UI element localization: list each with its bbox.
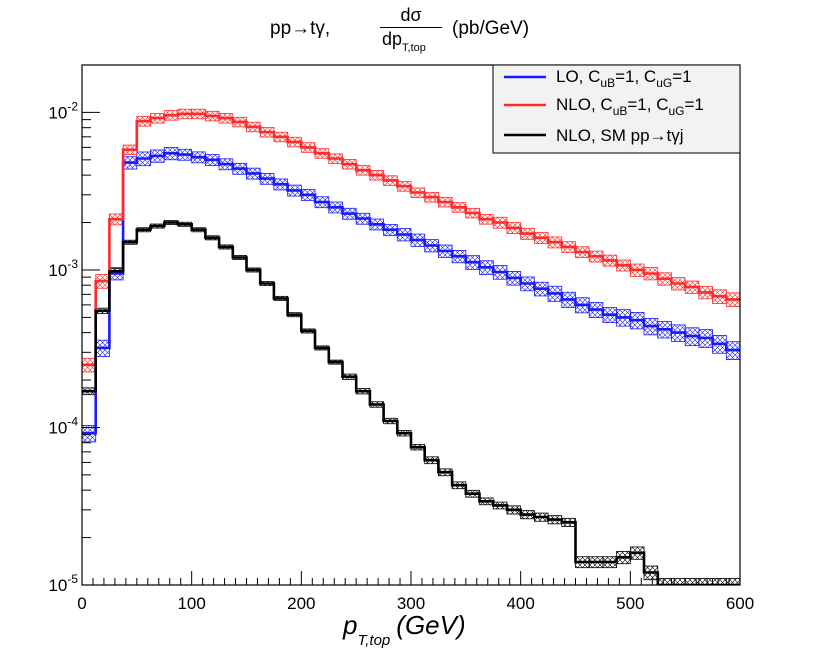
x-tick-label: 500 <box>616 594 644 613</box>
y-min-tick-label: 10-5 <box>48 572 78 595</box>
legend-nlo-label: NLO, CuB=1, CuG=1 <box>556 95 704 118</box>
sm-band-bin <box>671 578 686 585</box>
sm-band-bin <box>712 578 727 585</box>
x-tick-label: 200 <box>287 594 315 613</box>
title-units: (pb/GeV) <box>452 18 530 39</box>
x-tick-label: 300 <box>397 594 425 613</box>
title-process: pp→tγ, <box>270 18 331 39</box>
sm-series-line <box>82 221 740 585</box>
x-axis-label-sub: T,top <box>357 632 390 649</box>
chart-title: pp→tγ, dσ dpT,top (pb/GeV) <box>270 4 570 64</box>
sm-band-bin <box>684 578 700 585</box>
y-tick-label: 10-3 <box>48 257 78 280</box>
x-axis: 0 100 200 300 400 500 600 <box>77 571 754 613</box>
y-tick-label: 10-2 <box>48 99 78 122</box>
x-axis-label-main: p <box>342 610 357 640</box>
legend-sm-label: NLO, SM pp→tγj <box>556 126 684 145</box>
lo-series-line <box>82 152 740 435</box>
x-axis-label-unit: (GeV) <box>396 610 465 640</box>
x-axis-label: pT,top (GeV) <box>342 610 466 649</box>
y-axis: 10-4 10-3 10-2 10-5 <box>48 64 100 595</box>
uncertainty-bands <box>82 108 740 585</box>
x-tick-label: 100 <box>177 594 205 613</box>
title-denominator-main: dp <box>382 29 403 49</box>
legend: LO, CuB=1, CuG=1 NLO, CuB=1, CuG=1 NLO, … <box>492 64 741 154</box>
title-denominator-sub: T,top <box>402 42 426 54</box>
series-lines <box>82 112 740 585</box>
x-tick-label: 0 <box>77 594 86 613</box>
legend-box <box>492 64 741 154</box>
sm-band-bin <box>657 578 672 585</box>
x-tick-label: 600 <box>726 594 754 613</box>
title-numerator: dσ <box>400 5 422 25</box>
title-denominator: dpT,top <box>378 29 444 58</box>
sm-band-bin <box>698 578 713 585</box>
title-fraction: dσ dpT,top <box>378 4 444 58</box>
x-tick-label: 400 <box>506 594 534 613</box>
nlo-series-line <box>82 112 740 367</box>
sm-band-bin <box>725 578 740 585</box>
title-fraction-bar <box>380 27 442 28</box>
legend-lo-label: LO, CuB=1, CuG=1 <box>556 67 692 90</box>
y-tick-label: 10-4 <box>48 414 78 437</box>
